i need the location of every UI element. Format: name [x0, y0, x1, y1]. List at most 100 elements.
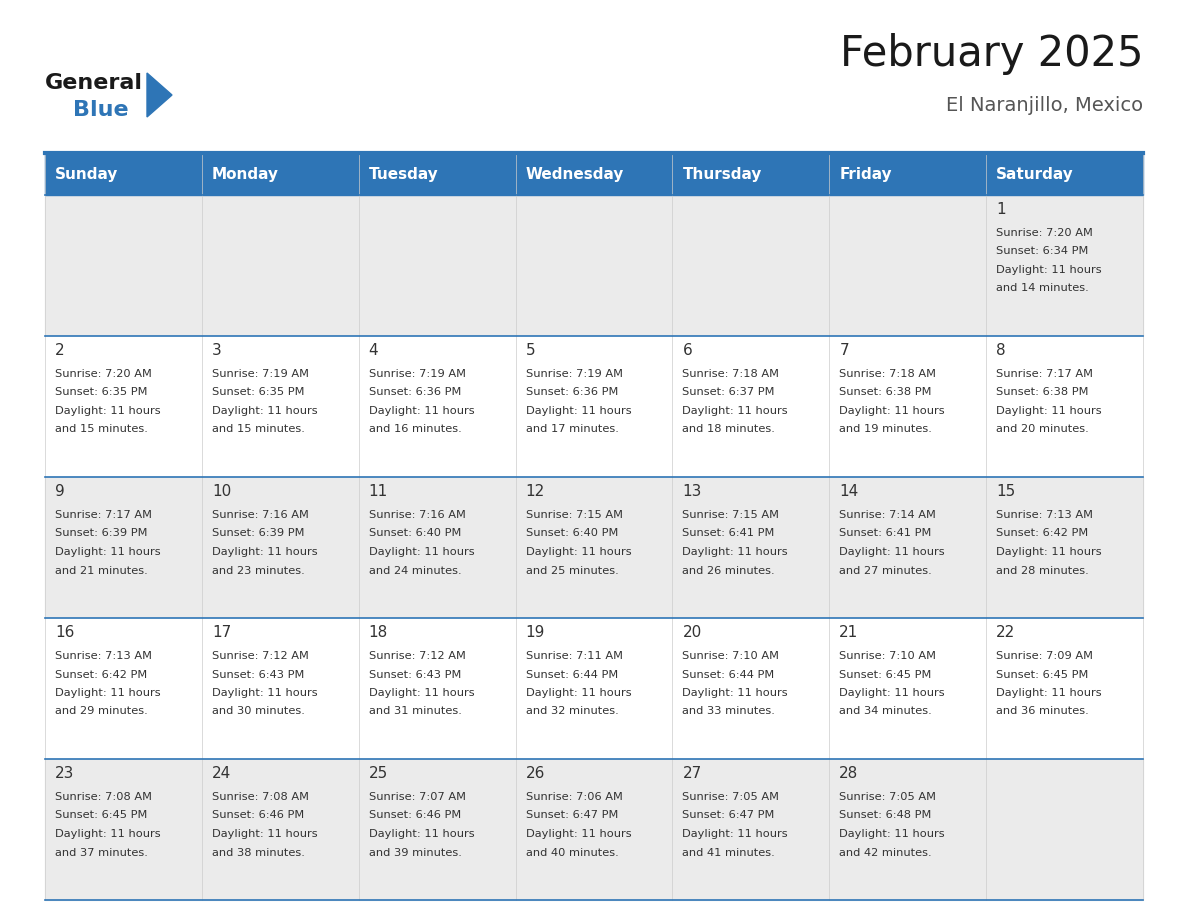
- Text: Daylight: 11 hours: Daylight: 11 hours: [55, 829, 160, 839]
- Text: Sunset: 6:47 PM: Sunset: 6:47 PM: [682, 811, 775, 821]
- Text: Daylight: 11 hours: Daylight: 11 hours: [682, 688, 788, 698]
- Text: 18: 18: [368, 625, 388, 640]
- Text: 27: 27: [682, 766, 702, 781]
- Text: Sunrise: 7:15 AM: Sunrise: 7:15 AM: [682, 510, 779, 520]
- Text: and 31 minutes.: and 31 minutes.: [368, 707, 462, 717]
- Text: General: General: [45, 73, 143, 93]
- Text: 8: 8: [997, 343, 1006, 358]
- Text: and 27 minutes.: and 27 minutes.: [839, 565, 933, 576]
- Text: Sunrise: 7:07 AM: Sunrise: 7:07 AM: [368, 792, 466, 802]
- Text: Sunrise: 7:05 AM: Sunrise: 7:05 AM: [839, 792, 936, 802]
- Text: Sunset: 6:40 PM: Sunset: 6:40 PM: [368, 529, 461, 539]
- Text: and 41 minutes.: and 41 minutes.: [682, 847, 776, 857]
- Text: 23: 23: [55, 766, 75, 781]
- Text: Sunrise: 7:16 AM: Sunrise: 7:16 AM: [368, 510, 466, 520]
- Text: and 17 minutes.: and 17 minutes.: [525, 424, 619, 434]
- Text: 17: 17: [211, 625, 232, 640]
- Text: and 26 minutes.: and 26 minutes.: [682, 565, 775, 576]
- Text: 11: 11: [368, 484, 388, 499]
- Text: Sunrise: 7:19 AM: Sunrise: 7:19 AM: [211, 369, 309, 379]
- Text: and 18 minutes.: and 18 minutes.: [682, 424, 776, 434]
- Text: and 39 minutes.: and 39 minutes.: [368, 847, 462, 857]
- Text: 7: 7: [839, 343, 849, 358]
- Text: Sunrise: 7:09 AM: Sunrise: 7:09 AM: [997, 651, 1093, 661]
- Text: Daylight: 11 hours: Daylight: 11 hours: [368, 547, 474, 557]
- Text: 14: 14: [839, 484, 859, 499]
- Text: Sunrise: 7:18 AM: Sunrise: 7:18 AM: [839, 369, 936, 379]
- Text: Sunset: 6:46 PM: Sunset: 6:46 PM: [211, 811, 304, 821]
- Text: 1: 1: [997, 202, 1006, 217]
- Text: Daylight: 11 hours: Daylight: 11 hours: [55, 406, 160, 416]
- Text: Sunrise: 7:12 AM: Sunrise: 7:12 AM: [211, 651, 309, 661]
- Text: 22: 22: [997, 625, 1016, 640]
- Text: Sunrise: 7:13 AM: Sunrise: 7:13 AM: [997, 510, 1093, 520]
- Text: and 25 minutes.: and 25 minutes.: [525, 565, 618, 576]
- Text: Sunset: 6:40 PM: Sunset: 6:40 PM: [525, 529, 618, 539]
- Text: 12: 12: [525, 484, 545, 499]
- Text: and 19 minutes.: and 19 minutes.: [839, 424, 933, 434]
- Text: Saturday: Saturday: [997, 166, 1074, 182]
- Text: and 20 minutes.: and 20 minutes.: [997, 424, 1089, 434]
- Text: Daylight: 11 hours: Daylight: 11 hours: [839, 547, 944, 557]
- Bar: [45, 336, 1143, 477]
- Text: Sunset: 6:38 PM: Sunset: 6:38 PM: [839, 387, 931, 397]
- Text: Daylight: 11 hours: Daylight: 11 hours: [682, 406, 788, 416]
- Text: Sunrise: 7:11 AM: Sunrise: 7:11 AM: [525, 651, 623, 661]
- Text: and 14 minutes.: and 14 minutes.: [997, 284, 1089, 294]
- Text: Daylight: 11 hours: Daylight: 11 hours: [525, 829, 631, 839]
- Text: Daylight: 11 hours: Daylight: 11 hours: [839, 406, 944, 416]
- Text: Daylight: 11 hours: Daylight: 11 hours: [525, 547, 631, 557]
- Text: Daylight: 11 hours: Daylight: 11 hours: [368, 829, 474, 839]
- Text: 25: 25: [368, 766, 388, 781]
- Text: 26: 26: [525, 766, 545, 781]
- Text: and 21 minutes.: and 21 minutes.: [55, 565, 147, 576]
- Text: Sunset: 6:44 PM: Sunset: 6:44 PM: [682, 669, 775, 679]
- Text: and 23 minutes.: and 23 minutes.: [211, 565, 304, 576]
- Text: Sunset: 6:45 PM: Sunset: 6:45 PM: [997, 669, 1088, 679]
- Text: Sunset: 6:41 PM: Sunset: 6:41 PM: [839, 529, 931, 539]
- Text: Daylight: 11 hours: Daylight: 11 hours: [682, 547, 788, 557]
- Text: 24: 24: [211, 766, 232, 781]
- Text: and 42 minutes.: and 42 minutes.: [839, 847, 931, 857]
- Text: Sunrise: 7:20 AM: Sunrise: 7:20 AM: [55, 369, 152, 379]
- Text: Monday: Monday: [211, 166, 279, 182]
- Text: El Naranjillo, Mexico: El Naranjillo, Mexico: [946, 96, 1143, 115]
- Text: and 33 minutes.: and 33 minutes.: [682, 707, 776, 717]
- Text: Daylight: 11 hours: Daylight: 11 hours: [211, 547, 317, 557]
- Text: Daylight: 11 hours: Daylight: 11 hours: [55, 547, 160, 557]
- Text: Sunrise: 7:15 AM: Sunrise: 7:15 AM: [525, 510, 623, 520]
- Text: and 36 minutes.: and 36 minutes.: [997, 707, 1089, 717]
- Text: Thursday: Thursday: [682, 166, 762, 182]
- Text: Daylight: 11 hours: Daylight: 11 hours: [997, 406, 1101, 416]
- Text: Tuesday: Tuesday: [368, 166, 438, 182]
- Text: Sunset: 6:43 PM: Sunset: 6:43 PM: [368, 669, 461, 679]
- Text: Sunrise: 7:19 AM: Sunrise: 7:19 AM: [368, 369, 466, 379]
- Text: 19: 19: [525, 625, 545, 640]
- Text: Sunrise: 7:16 AM: Sunrise: 7:16 AM: [211, 510, 309, 520]
- Text: Daylight: 11 hours: Daylight: 11 hours: [368, 688, 474, 698]
- Text: and 34 minutes.: and 34 minutes.: [839, 707, 933, 717]
- Text: and 32 minutes.: and 32 minutes.: [525, 707, 618, 717]
- Text: and 28 minutes.: and 28 minutes.: [997, 565, 1089, 576]
- Text: Daylight: 11 hours: Daylight: 11 hours: [211, 688, 317, 698]
- Text: Sunset: 6:36 PM: Sunset: 6:36 PM: [368, 387, 461, 397]
- Text: Sunrise: 7:19 AM: Sunrise: 7:19 AM: [525, 369, 623, 379]
- Text: Sunrise: 7:10 AM: Sunrise: 7:10 AM: [682, 651, 779, 661]
- Text: Sunset: 6:34 PM: Sunset: 6:34 PM: [997, 247, 1088, 256]
- Text: and 38 minutes.: and 38 minutes.: [211, 847, 305, 857]
- Text: Sunrise: 7:08 AM: Sunrise: 7:08 AM: [55, 792, 152, 802]
- Text: Daylight: 11 hours: Daylight: 11 hours: [525, 688, 631, 698]
- Text: Daylight: 11 hours: Daylight: 11 hours: [211, 829, 317, 839]
- Text: 16: 16: [55, 625, 75, 640]
- Text: and 37 minutes.: and 37 minutes.: [55, 847, 147, 857]
- Text: Sunset: 6:35 PM: Sunset: 6:35 PM: [211, 387, 304, 397]
- Text: Sunset: 6:47 PM: Sunset: 6:47 PM: [525, 811, 618, 821]
- Text: Sunset: 6:35 PM: Sunset: 6:35 PM: [55, 387, 147, 397]
- Text: Sunset: 6:39 PM: Sunset: 6:39 PM: [211, 529, 304, 539]
- Text: Sunset: 6:46 PM: Sunset: 6:46 PM: [368, 811, 461, 821]
- Text: Sunset: 6:41 PM: Sunset: 6:41 PM: [682, 529, 775, 539]
- Text: Daylight: 11 hours: Daylight: 11 hours: [55, 688, 160, 698]
- Text: Sunrise: 7:10 AM: Sunrise: 7:10 AM: [839, 651, 936, 661]
- Text: and 30 minutes.: and 30 minutes.: [211, 707, 305, 717]
- Text: Daylight: 11 hours: Daylight: 11 hours: [368, 406, 474, 416]
